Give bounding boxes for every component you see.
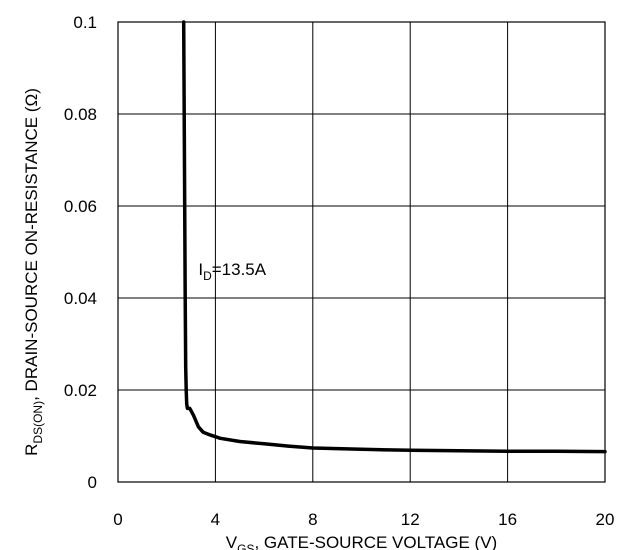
x-axis-label: VGS, GATE-SOURCE VOLTAGE (V)	[226, 533, 497, 550]
annotation-drain-current: ID=13.5A	[198, 260, 266, 283]
x-tick-label: 12	[401, 510, 420, 529]
curve-layer	[181, 20, 607, 454]
y-tick-labels: 0 0.02 0.04 0.06 0.08 0.1	[64, 13, 97, 492]
y-tick-label: 0.1	[73, 13, 97, 32]
y-tick-label: 0.02	[64, 381, 97, 400]
y-tick-label: 0.04	[64, 289, 97, 308]
x-tick-label: 4	[211, 510, 220, 529]
y-tick-label: 0.08	[64, 105, 97, 124]
y-tick-label: 0	[88, 473, 97, 492]
series-line	[181, 20, 607, 454]
y-axis-label: RDS(ON), DRAIN-SOURCE ON-RESISTANCE (Ω)	[22, 88, 45, 456]
x-tick-label: 20	[596, 510, 615, 529]
plot-frame	[117, 21, 606, 483]
x-tick-label: 0	[113, 510, 122, 529]
x-tick-labels: 0 4 8 12 16 20	[113, 510, 614, 529]
x-tick-label: 8	[308, 510, 317, 529]
y-tick-label: 0.06	[64, 197, 97, 216]
x-tick-label: 16	[498, 510, 517, 529]
